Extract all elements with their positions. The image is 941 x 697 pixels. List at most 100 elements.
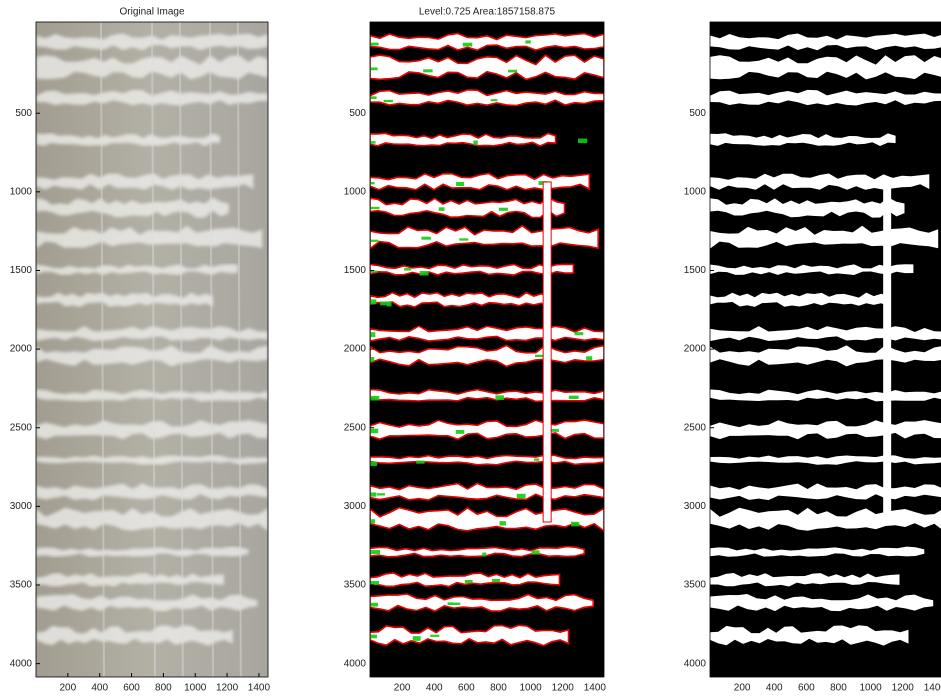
green-contour xyxy=(370,461,378,466)
x-tick-label: 400 xyxy=(766,683,783,694)
y-tick-label: 1000 xyxy=(344,186,367,197)
ice-band xyxy=(36,546,249,557)
ice-band xyxy=(36,483,268,501)
ice-band xyxy=(36,326,268,342)
axes: 500 1000 1500 2000 2500 3000 3500 4000 200 400 600… xyxy=(344,7,607,694)
blob xyxy=(370,224,599,250)
green-contour xyxy=(531,550,540,555)
green-contour xyxy=(370,519,376,524)
x-tick-label: 1200 xyxy=(892,683,915,694)
axes: 500 1000 1500 2000 2500 3000 3500 4000 200 400 600… xyxy=(684,21,941,694)
blob xyxy=(710,197,905,218)
green-contour xyxy=(490,99,498,102)
green-contour xyxy=(603,334,604,340)
green-contour xyxy=(438,207,445,211)
green-contour xyxy=(455,429,465,434)
axes-title: Original Image xyxy=(119,7,184,18)
y-tick-label: 2000 xyxy=(10,344,33,355)
green-contour xyxy=(370,239,379,242)
ice-band xyxy=(36,420,268,440)
y-tick-label: 2500 xyxy=(684,422,707,433)
green-contour xyxy=(419,270,429,276)
x-tick-label: 1000 xyxy=(184,683,207,694)
blob xyxy=(370,572,561,588)
ice-band xyxy=(36,292,214,307)
blob xyxy=(370,196,566,219)
y-tick-label: 3500 xyxy=(684,580,707,591)
ice-band xyxy=(36,197,229,218)
y-tick-label: 1500 xyxy=(10,265,33,276)
green-contour xyxy=(370,602,378,607)
green-contour xyxy=(574,332,584,336)
blob xyxy=(710,625,909,646)
green-contour xyxy=(571,521,580,527)
ice-band xyxy=(36,625,233,646)
y-tick-label: 3000 xyxy=(684,501,707,512)
vertical-streak xyxy=(151,22,156,677)
green-contour xyxy=(370,181,375,185)
green-contour xyxy=(412,636,421,641)
axes: 500 1000 1500 2000 2500 3000 3500 4000 200 400 600… xyxy=(10,7,271,694)
green-contour xyxy=(370,42,379,46)
y-tick-label: 2500 xyxy=(344,422,367,433)
green-contour xyxy=(370,141,376,144)
blob xyxy=(370,132,557,147)
green-contour xyxy=(370,428,379,434)
green-contour xyxy=(370,299,377,305)
x-tick-label: 800 xyxy=(155,683,172,694)
y-tick-label: 2500 xyxy=(10,422,33,433)
green-contour xyxy=(534,458,540,461)
x-tick-label: 1400 xyxy=(248,683,271,694)
x-tick-label: 600 xyxy=(123,683,140,694)
y-tick-label: 4000 xyxy=(344,658,367,669)
vertical-streak xyxy=(178,22,184,677)
green-contour xyxy=(525,40,531,44)
x-tick-label: 600 xyxy=(798,683,815,694)
green-contour xyxy=(370,395,380,401)
x-tick-label: 1400 xyxy=(584,683,607,694)
image-background xyxy=(710,22,941,677)
vertical-streak xyxy=(209,22,214,677)
blob xyxy=(710,133,896,146)
blob xyxy=(370,593,594,612)
blob xyxy=(710,89,941,106)
green-contour xyxy=(370,357,375,362)
green-contour xyxy=(495,395,504,400)
y-tick-label: 4000 xyxy=(10,658,33,669)
green-contour xyxy=(370,67,378,71)
axes-title: Level:0.725 Area:1857158.875 xyxy=(419,7,556,18)
blob xyxy=(710,33,941,51)
x-tick-label: 1400 xyxy=(924,683,941,694)
green-contour xyxy=(447,602,454,606)
ice-band xyxy=(36,173,254,190)
green-contour xyxy=(383,99,393,103)
green-contour xyxy=(498,207,508,211)
blob xyxy=(370,32,604,52)
y-tick-label: 2000 xyxy=(684,344,707,355)
blob xyxy=(710,264,914,275)
ice-band xyxy=(36,573,224,587)
blob xyxy=(370,89,604,107)
blob xyxy=(710,55,941,80)
green-contour xyxy=(430,634,440,637)
green-contour xyxy=(416,460,425,464)
blob xyxy=(370,54,604,81)
green-contour xyxy=(534,354,544,358)
green-contour xyxy=(462,42,473,47)
blob xyxy=(710,546,925,557)
y-tick-label: 1500 xyxy=(684,265,707,276)
green-contour xyxy=(482,552,487,557)
blob xyxy=(710,173,930,190)
green-contour xyxy=(376,493,385,496)
green-contour xyxy=(370,96,377,99)
blob xyxy=(710,594,934,612)
green-contour xyxy=(456,181,465,187)
blob xyxy=(370,545,586,558)
green-contour xyxy=(568,395,579,400)
y-tick-label: 4000 xyxy=(684,658,707,669)
green-contour xyxy=(578,138,588,144)
y-tick-label: 2000 xyxy=(344,344,367,355)
y-tick-label: 3500 xyxy=(344,580,367,591)
green-contour xyxy=(370,634,377,639)
blob xyxy=(370,172,591,191)
